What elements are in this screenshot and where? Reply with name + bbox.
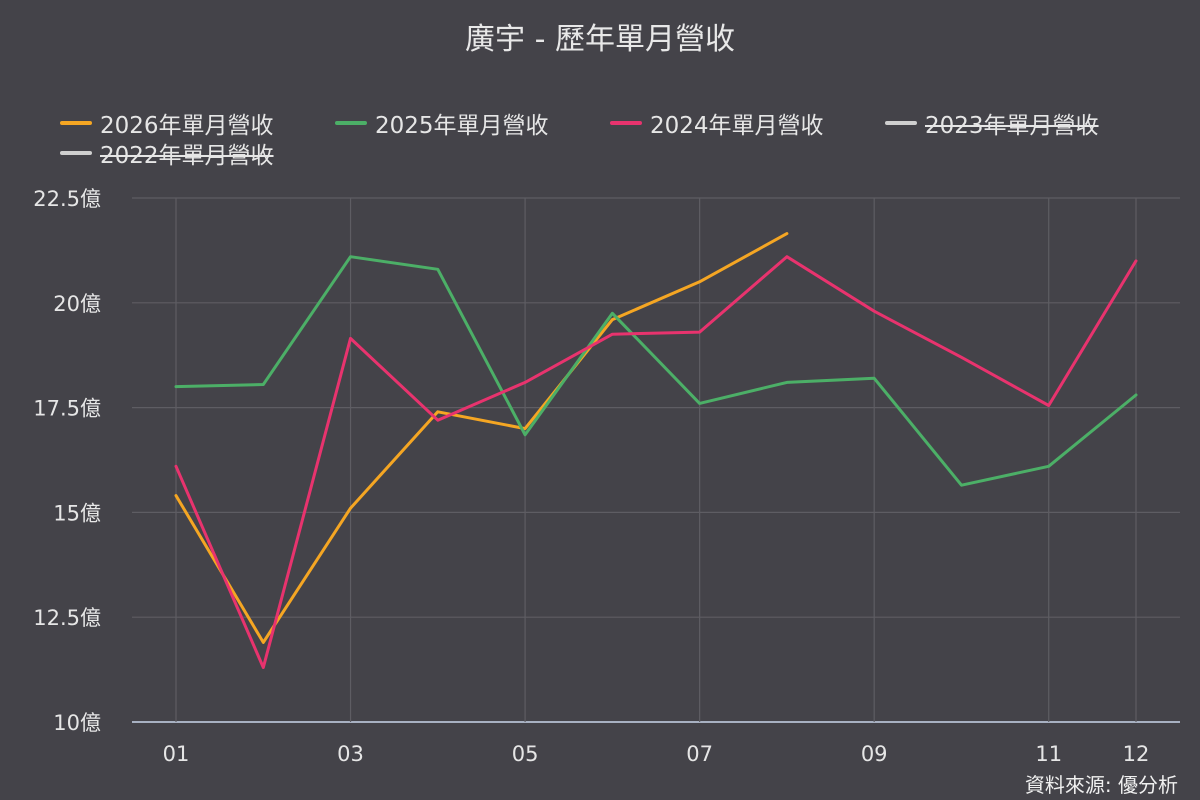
legend-item-2025[interactable]: 2025年單月營收 (335, 108, 549, 139)
chart-title: 廣宇 - 歷年單月營收 (465, 22, 735, 57)
legend-label: 2024年單月營收 (650, 113, 824, 139)
x-tick-label: 11 (1035, 742, 1062, 766)
series-line-2024 (174, 255, 1138, 669)
x-tick-label: 05 (512, 742, 539, 766)
grid (132, 197, 1180, 723)
legend-label: 2023年單月營收 (925, 113, 1099, 139)
x-tick-label: 03 (337, 742, 364, 766)
series-line-2026 (174, 232, 789, 644)
legend-swatch-2026 (60, 121, 92, 125)
legend-swatch-2025 (335, 121, 367, 125)
legend-item-2023[interactable]: 2023年單月營收 (885, 108, 1099, 139)
legend-swatch-2022 (60, 151, 92, 155)
x-tick-label: 09 (861, 742, 888, 766)
legend-item-2026[interactable]: 2026年單月營收 (60, 108, 274, 139)
y-tick-label: 15億 (53, 501, 101, 525)
legend-swatch-2023 (885, 121, 917, 125)
legend-item-2024[interactable]: 2024年單月營收 (610, 108, 824, 139)
y-tick-label: 10億 (53, 711, 101, 735)
y-axis-ticks: 10億 12.5億 15億 17.5億 20億 22.5億 (33, 187, 101, 735)
series-line-2025 (174, 255, 1138, 487)
legend-item-2022[interactable]: 2022年單月營收 (60, 138, 274, 169)
y-tick-label: 20億 (53, 292, 101, 316)
legend-label: 2022年單月營收 (100, 143, 274, 169)
legend-swatch-2024 (610, 121, 642, 125)
series-lines (174, 232, 1138, 669)
source-label: 資料來源: 優分析 (1024, 773, 1178, 797)
legend-label: 2026年單月營收 (100, 113, 274, 139)
x-axis-ticks: 01 03 05 07 09 11 12 (163, 742, 1150, 766)
y-tick-label: 12.5億 (33, 606, 101, 630)
y-tick-label: 22.5億 (33, 187, 101, 211)
legend-label: 2025年單月營收 (375, 113, 549, 139)
y-tick-label: 17.5億 (33, 397, 101, 421)
x-tick-label: 07 (686, 742, 713, 766)
x-tick-label: 01 (163, 742, 190, 766)
x-tick-label: 12 (1123, 742, 1150, 766)
